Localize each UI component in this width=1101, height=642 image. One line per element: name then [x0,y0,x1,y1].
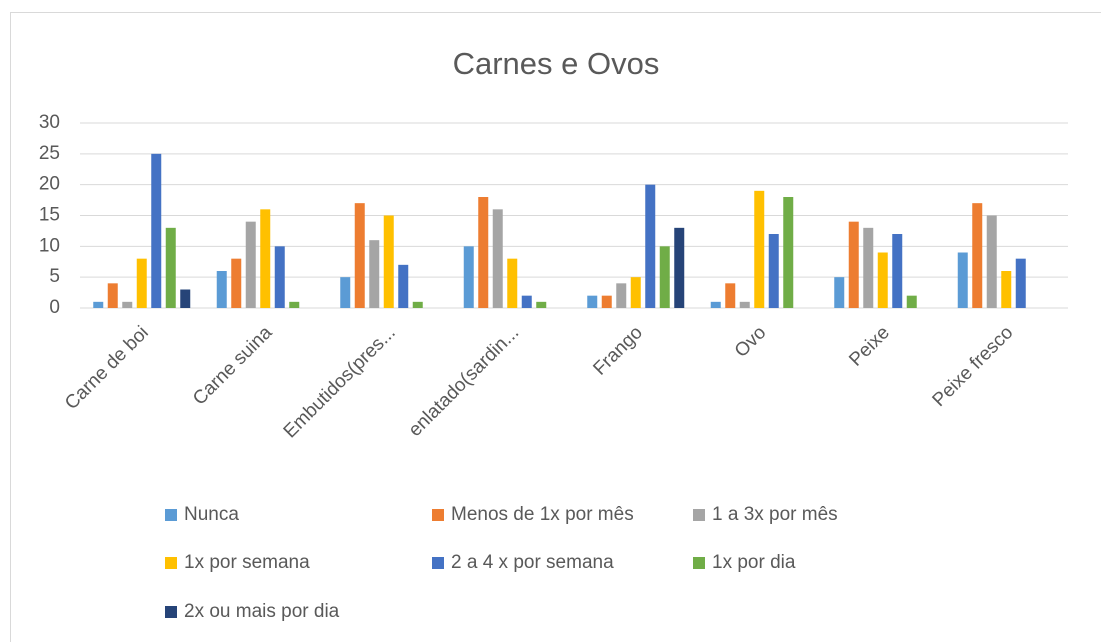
bar [340,277,351,308]
bar [1015,258,1026,308]
bar [616,283,627,308]
bar [107,283,118,308]
legend-swatch [432,509,444,521]
legend-swatch [432,557,444,569]
bar [986,215,997,308]
legend-label: Menos de 1x por mês [451,504,634,525]
bar [834,277,845,308]
bar [906,295,917,308]
bar [478,197,489,308]
legend-swatch [165,606,177,618]
bar [151,153,162,308]
bar [492,209,503,308]
y-tick-label: 20 [39,174,60,195]
y-tick-label: 10 [39,235,60,256]
bar [93,301,104,308]
legend-label: 1x por semana [184,552,310,573]
bar [398,264,409,308]
y-tick-label: 30 [39,112,60,133]
bar [536,301,547,308]
bar [354,203,365,308]
bar [122,301,133,308]
bar [245,221,256,308]
bar [972,203,983,308]
bar [521,295,532,308]
bar [136,258,147,308]
chart-border [10,12,1101,642]
legend-swatch [693,557,705,569]
legend-swatch [165,557,177,569]
bar [1001,271,1012,308]
bar [216,271,227,308]
bar [783,197,794,308]
legend-swatch [693,509,705,521]
bar [587,295,598,308]
chart-title: Carnes e Ovos [453,46,660,81]
bar [260,209,271,308]
legend-label: Nunca [184,504,239,525]
legend-swatch [165,509,177,521]
bar [848,221,859,308]
bar [674,227,685,308]
legend-label: 2x ou mais por dia [184,601,340,622]
bar [645,184,656,308]
y-tick-label: 25 [39,143,60,164]
bar [383,215,394,308]
bar [463,246,474,308]
bar [957,252,968,308]
bar [739,301,750,308]
y-tick-label: 5 [49,266,60,287]
bar [507,258,518,308]
bar [725,283,736,308]
bar [274,246,285,308]
bar [289,301,300,308]
bar [369,240,380,308]
bar [659,246,670,308]
bar [892,234,903,308]
legend-label: 1 a 3x por mês [712,504,838,525]
bar [601,295,612,308]
bar [877,252,888,308]
bar [754,190,765,308]
bar [863,227,874,308]
bar [231,258,242,308]
bar [180,289,191,308]
y-tick-label: 0 [49,297,60,318]
legend-label: 2 a 4 x por semana [451,552,614,573]
legend-label: 1x por dia [712,552,796,573]
bar [710,301,721,308]
bar [630,277,641,308]
y-tick-label: 15 [39,205,60,226]
bar [165,227,176,308]
bar [412,301,423,308]
bar [768,234,779,308]
